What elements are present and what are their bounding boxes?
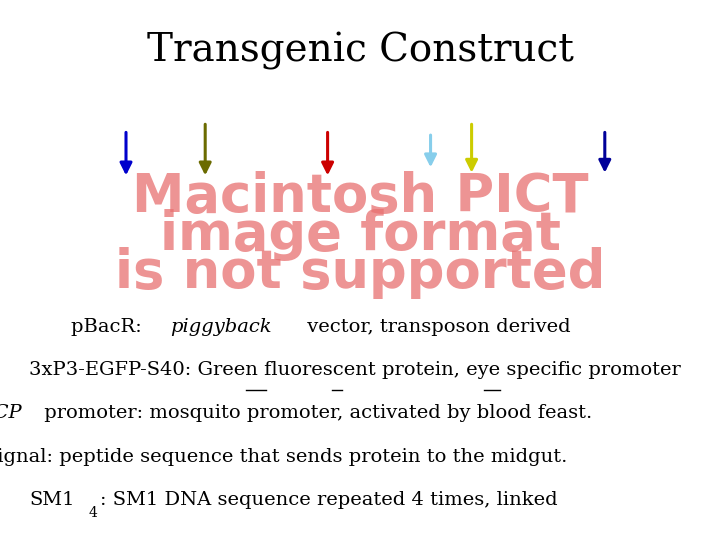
Text: : SM1 DNA sequence repeated 4 times, linked: : SM1 DNA sequence repeated 4 times, lin… — [100, 491, 557, 509]
Text: pBacR:: pBacR: — [71, 318, 148, 336]
Text: is not supported: is not supported — [114, 247, 606, 299]
Text: Macintosh PICT: Macintosh PICT — [132, 171, 588, 223]
Text: SM1: SM1 — [30, 491, 75, 509]
Text: AgCP: AgCP — [0, 404, 22, 422]
Text: 4: 4 — [89, 506, 97, 520]
Text: piggyback: piggyback — [170, 318, 271, 336]
Text: Transgenic Construct: Transgenic Construct — [147, 32, 573, 70]
Text: Signal: peptide sequence that sends protein to the midgut.: Signal: peptide sequence that sends prot… — [0, 448, 567, 465]
Text: image format: image format — [160, 209, 560, 261]
Text: vector, transposon derived: vector, transposon derived — [301, 318, 571, 336]
Text: 3xP3-EGFP-S40: Green fluorescent protein, eye specific promoter: 3xP3-EGFP-S40: Green fluorescent protein… — [29, 361, 680, 379]
Text: promoter: mosquito promoter, activated by blood feast.: promoter: mosquito promoter, activated b… — [37, 404, 592, 422]
